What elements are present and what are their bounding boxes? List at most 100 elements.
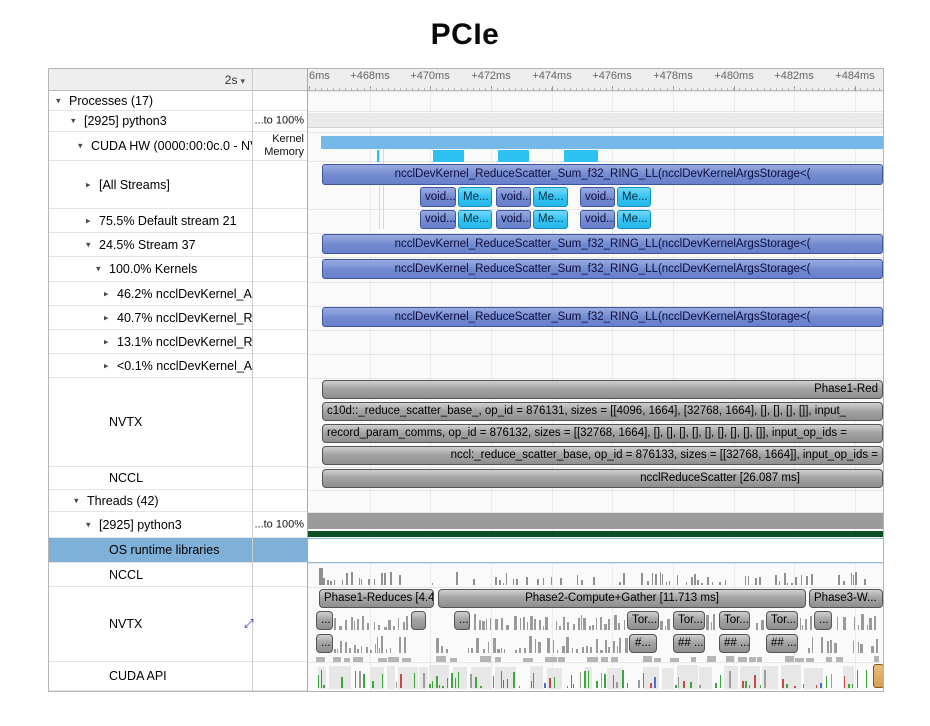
histogram-tick	[812, 637, 813, 653]
sidebar-row-nccl-hw[interactable]: NCCL	[49, 467, 308, 490]
timeline-bar[interactable]: Tor...	[673, 611, 705, 630]
timeline-bar[interactable]: Me...	[533, 210, 568, 229]
tree-arrow-icon[interactable]: ▾	[78, 140, 83, 151]
timescale-dropdown[interactable]: 2s ▾	[49, 69, 245, 91]
histogram-tick	[836, 657, 843, 662]
histogram-tick	[482, 621, 485, 630]
timeline-bar[interactable]: Me...	[458, 210, 492, 229]
timeline-bar-label: void...	[501, 213, 531, 225]
timeline-bar[interactable]: Tor...	[627, 611, 659, 630]
timeline-bar[interactable]: void...	[420, 210, 456, 229]
tree-arrow-icon[interactable]: ▾	[96, 263, 101, 274]
axis-minor-tick	[703, 88, 704, 91]
tree-arrow-icon[interactable]: ▾	[71, 115, 76, 126]
tree-arrow-icon[interactable]: ▾	[86, 519, 91, 529]
histogram-tick	[344, 658, 350, 662]
sidebar-row-nvtx-hw[interactable]: NVTX	[49, 378, 308, 467]
sidebar-row-nvtx-thread[interactable]: NVTX ⤢	[49, 587, 308, 662]
timeline-bar[interactable]: ...	[316, 611, 333, 630]
histogram-tick	[357, 649, 359, 653]
histogram-tick	[720, 675, 721, 688]
axis-minor-tick	[533, 88, 534, 91]
axis-minor-tick	[509, 88, 510, 91]
sidebar-timeline-divider[interactable]	[307, 69, 308, 691]
timeline-bar[interactable]: Me...	[617, 187, 651, 207]
histogram-tick	[399, 575, 401, 585]
timeline-bar[interactable]: ncclDevKernel_ReduceScatter_Sum_f32_RING…	[322, 164, 883, 185]
tree-arrow-icon[interactable]: ▸	[104, 288, 109, 298]
timeline-bar[interactable]: Me...	[617, 210, 651, 229]
tree-arrow-icon[interactable]: ▸	[86, 179, 91, 189]
sidebar-row-cuda-hw[interactable]: ▾ CUDA HW (0000:00:0c.0 - NV Kernel Memory	[49, 132, 308, 161]
timeline-bar[interactable]: ...	[316, 634, 333, 653]
timeline-bar[interactable]: Tor...	[719, 611, 750, 630]
tree-arrow-icon[interactable]: ▸	[104, 360, 109, 370]
sidebar-row-threads[interactable]: ▾ Threads (42)	[49, 490, 308, 512]
timeline-bar[interactable]: Phase1-Red	[322, 380, 883, 399]
timeline-bar[interactable]: ## ...	[766, 634, 798, 653]
histogram-tick	[662, 574, 663, 585]
sidebar-row-stream-37[interactable]: ▾ 24.5% Stream 37	[49, 233, 308, 257]
histogram-tick	[729, 671, 731, 688]
column-divider[interactable]	[252, 69, 253, 691]
tree-arrow-icon[interactable]: ▸	[104, 312, 109, 322]
sidebar-row-os-runtime[interactable]: OS runtime libraries	[49, 538, 308, 563]
timeline-bar[interactable]: #...	[629, 634, 657, 653]
time-axis[interactable]: 6ms +468ms +470ms +472ms +474ms +476ms +478ms +…	[308, 69, 883, 91]
timeline-bar[interactable]: ...	[814, 611, 832, 630]
histogram-tick	[843, 617, 846, 630]
timeline-bar[interactable]: void...	[496, 187, 531, 207]
timeline-bar-label: ## ...	[771, 637, 797, 649]
tree-arrow-icon[interactable]: ▾	[56, 95, 61, 105]
timeline-bar[interactable]: Me...	[533, 187, 568, 207]
timeline-bar[interactable]: ncclReduceScatter [26.087 ms]	[322, 469, 883, 488]
sidebar-row-default-stream[interactable]: ▸ 75.5% Default stream 21	[49, 209, 308, 233]
timeline-bar[interactable]: void...	[420, 187, 456, 207]
sidebar-row-all-streams[interactable]: ▸ [All Streams]	[49, 161, 308, 209]
tree-arrow-icon[interactable]: ▸	[86, 215, 91, 225]
timeline-bar[interactable]	[411, 611, 426, 630]
histogram-tick	[677, 665, 698, 689]
sidebar-row-kernel-40[interactable]: ▸ 40.7% ncclDevKernel_R	[49, 306, 308, 330]
histogram-tick	[596, 618, 597, 630]
histogram-tick	[545, 657, 557, 662]
sidebar-row-nccl-thread[interactable]: NCCL	[49, 563, 308, 587]
sidebar-row-kernel-01[interactable]: ▸ <0.1% ncclDevKernel_A	[49, 354, 308, 378]
sidebar-row-python3[interactable]: ▾ [2925] python3 ...to 100%	[49, 111, 308, 132]
sidebar-row-kernels[interactable]: ▾ 100.0% Kernels	[49, 257, 308, 282]
sidebar-row-cuda-api[interactable]: CUDA API	[49, 662, 308, 691]
tree-arrow-icon[interactable]: ▸	[104, 336, 109, 346]
timeline-bar[interactable]: ...	[454, 611, 470, 630]
histogram-tick	[367, 623, 369, 630]
histogram-tick	[382, 674, 383, 688]
timeline-bar[interactable]: Phase2-Compute+Gather [11.713 ms]	[438, 589, 806, 608]
timeline-bar[interactable]: ncclDevKernel_ReduceScatter_Sum_f32_RING…	[322, 307, 883, 327]
sidebar-row-kernel-13[interactable]: ▸ 13.1% ncclDevKernel_R	[49, 330, 308, 354]
timeline-bar-label: void...	[425, 191, 456, 203]
timeline-canvas[interactable]: ncclDevKernel_ReduceScatter_Sum_f32_RING…	[308, 91, 883, 691]
timeline-bar[interactable]: void...	[580, 187, 615, 207]
timeline-bar[interactable]: Tor...	[766, 611, 798, 630]
timeline-bar[interactable]: c10d::_reduce_scatter_base_, op_id = 876…	[322, 402, 883, 421]
timeline-bar[interactable]: ## ...	[719, 634, 750, 653]
sidebar-row-label: 75.5% Default stream 21	[99, 213, 237, 228]
histogram-tick	[514, 616, 517, 630]
timeline-bar[interactable]: Phase1-Reduces [4.4...	[319, 589, 434, 608]
sidebar-row-processes[interactable]: ▾ Processes (17)	[49, 91, 308, 111]
timeline-bar[interactable]: void...	[496, 210, 531, 229]
sidebar-row-kernel-46[interactable]: ▸ 46.2% ncclDevKernel_A	[49, 282, 308, 306]
timeline-bar[interactable]: void...	[580, 210, 615, 229]
timeline-bar[interactable]: Me...	[458, 187, 492, 207]
sidebar-row-python3-thread[interactable]: ▾ [2925] python3 ...to 100%	[49, 512, 308, 538]
timeline-bar[interactable]: nccl:_reduce_scatter_base, op_id = 87613…	[322, 446, 883, 465]
histogram-tick	[791, 583, 793, 585]
histogram-tick	[838, 575, 840, 585]
timeline-bar[interactable]: ncclDevKernel_ReduceScatter_Sum_f32_RING…	[322, 259, 883, 279]
tree-arrow-icon[interactable]: ▾	[86, 239, 91, 249]
timeline-bar[interactable]: ## ...	[673, 634, 705, 653]
timeline-bar[interactable]	[873, 664, 883, 688]
tree-arrow-icon[interactable]: ▾	[74, 495, 79, 505]
timeline-bar[interactable]: Phase3-W...	[809, 589, 883, 608]
timeline-bar[interactable]: ncclDevKernel_ReduceScatter_Sum_f32_RING…	[322, 234, 883, 254]
timeline-bar[interactable]: record_param_comms, op_id = 876132, size…	[322, 424, 883, 443]
